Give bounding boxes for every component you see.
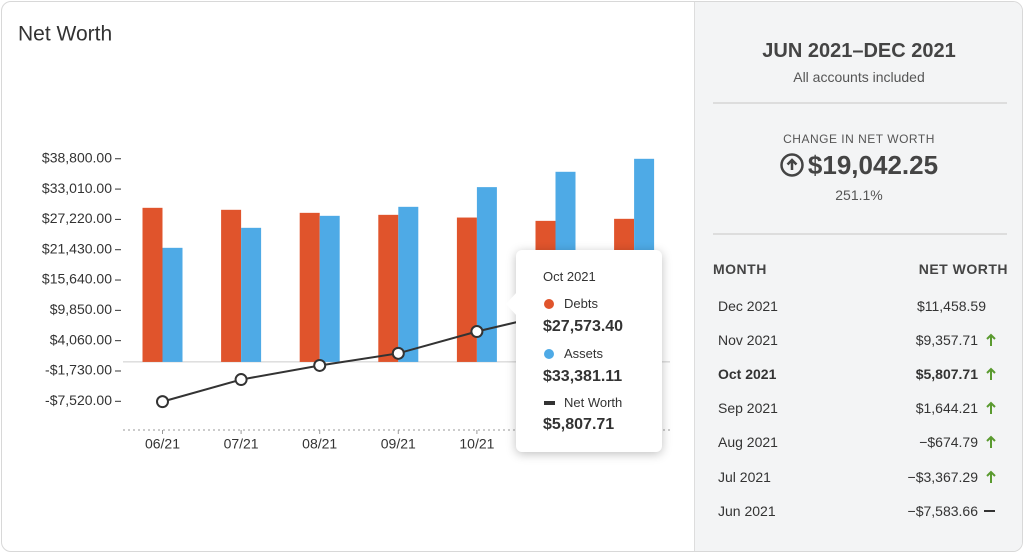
tooltip-pointer <box>506 292 517 316</box>
chart-title: Net Worth <box>18 23 112 46</box>
y-tick-label: $38,800.00 <box>42 149 112 165</box>
y-tick-label: $9,850.00 <box>50 301 112 317</box>
net-worth: $5,807.71 <box>915 366 978 382</box>
y-tick-label: $27,220.00 <box>42 210 112 226</box>
x-tick-label: 08/21 <box>302 436 337 452</box>
period: JUN 2021–DEC 2021 <box>762 40 956 62</box>
up-arrow <box>986 401 996 414</box>
y-tick-label: $15,640.00 <box>42 271 112 287</box>
bar <box>398 206 419 362</box>
up-arrow <box>986 435 996 448</box>
point <box>313 358 327 372</box>
bar <box>319 215 340 362</box>
legend-label: Assets <box>564 346 604 361</box>
net-worth: $9,357.71 <box>915 332 978 348</box>
chart: Net Worth $38,800.00 $33,010.00 $27,220.00… <box>18 23 670 452</box>
month: Nov 2021 <box>718 332 778 348</box>
bar <box>299 212 320 362</box>
change-value: $19,042.25 <box>807 150 939 180</box>
tooltip-value: $33,381.11 <box>543 368 623 385</box>
legend-swatch <box>544 349 554 359</box>
point <box>470 325 484 339</box>
y-tick-label: -$1,730.00 <box>45 362 112 378</box>
change-row: $19,042.25 <box>695 150 1022 181</box>
tooltip-value: $27,573.40 <box>543 318 624 335</box>
col-header: MONTH <box>713 261 767 277</box>
bar <box>476 187 497 362</box>
point <box>234 373 248 387</box>
bar <box>162 247 183 362</box>
month: Jun 2021 <box>718 503 776 519</box>
point <box>156 395 169 409</box>
up-arrow <box>986 367 996 380</box>
bar <box>221 209 242 362</box>
tooltip-title: Oct 2021 <box>543 269 596 284</box>
x-tick-label: 09/21 <box>381 436 416 452</box>
flat-dash <box>984 510 995 512</box>
legend-label: Debts <box>564 296 598 311</box>
legend-swatch <box>544 299 554 309</box>
month: Jul 2021 <box>718 469 771 485</box>
net-worth: −$674.79 <box>919 434 978 450</box>
point <box>391 346 405 360</box>
change-label: CHANGE IN NET WORTH <box>783 132 935 146</box>
x-tick-label: 07/21 <box>224 436 259 452</box>
bar <box>456 217 477 362</box>
month: Dec 2021 <box>718 298 778 314</box>
up-arrow <box>986 470 996 483</box>
legend-label: Net Worth <box>564 395 623 410</box>
divider <box>713 102 1007 104</box>
tooltip-value: $5,807.71 <box>543 416 615 433</box>
x-tick-label: 10/21 <box>459 436 494 452</box>
x-tick-label: 06/21 <box>145 436 180 452</box>
up-arrow <box>986 333 996 346</box>
subtitle: All accounts included <box>793 69 925 85</box>
bar <box>378 214 399 362</box>
net-worth: −$7,583.66 <box>907 503 978 519</box>
net-worth: $1,644.21 <box>915 400 978 416</box>
up-icon <box>780 153 804 177</box>
y-tick-label: $4,060.00 <box>50 331 112 347</box>
y-tick-label: $33,010.00 <box>42 180 112 196</box>
y-tick-label: -$7,520.00 <box>45 392 112 408</box>
net-worth: $11,458.59 <box>916 298 986 314</box>
net-worth: −$3,367.29 <box>907 469 978 485</box>
change-pct: 251.1% <box>835 187 883 203</box>
summary-panel: JUN 2021–DEC 2021 All accounts included … <box>694 2 1022 551</box>
y-tick-label: $21,430.00 <box>42 240 112 256</box>
bar <box>142 207 163 362</box>
bar <box>241 227 262 362</box>
legend-swatch <box>544 401 555 405</box>
tooltip: Oct 2021 Debts $27,573.40 Assets $33,381… <box>506 250 662 452</box>
col-header: NET WORTH <box>918 261 1008 277</box>
month: Oct 2021 <box>718 366 777 382</box>
month: Aug 2021 <box>718 434 778 450</box>
divider <box>713 233 1007 235</box>
month: Sep 2021 <box>718 400 778 416</box>
